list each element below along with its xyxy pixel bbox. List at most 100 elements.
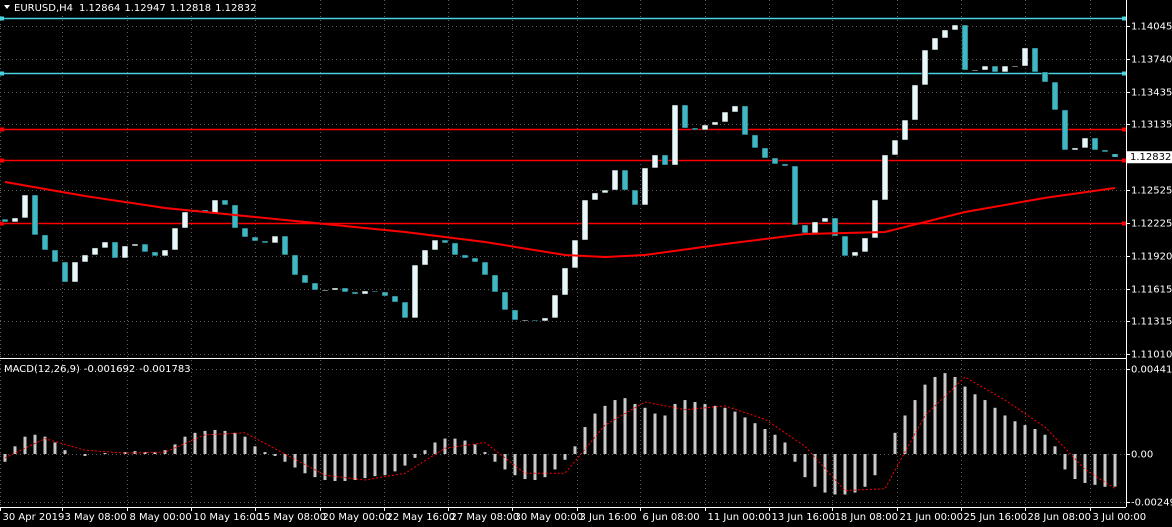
- macd-bar: [543, 454, 547, 478]
- candle: [571, 239, 579, 269]
- y-tick-label: 0.00: [1131, 450, 1153, 461]
- candle: [771, 157, 779, 165]
- candle: [901, 119, 909, 141]
- candle: [111, 241, 119, 259]
- candle: [141, 243, 149, 253]
- y-tick-label: 1.11920: [1131, 252, 1172, 263]
- macd-bar: [83, 454, 87, 456]
- macd-bar: [693, 402, 697, 455]
- y-tick-label: 1.11010: [1131, 350, 1172, 361]
- macd-bar: [993, 407, 997, 455]
- macd-bar: [703, 403, 707, 455]
- candle: [341, 287, 349, 293]
- candle: [511, 309, 519, 321]
- indicator-name: MACD(12,26,9): [4, 364, 80, 375]
- candle: [711, 121, 719, 126]
- candle: [791, 165, 799, 226]
- x-tick-label: 13 Jun 16:00: [772, 512, 836, 523]
- candle: [721, 111, 729, 123]
- candle: [301, 274, 309, 284]
- macd-bar: [573, 446, 577, 455]
- macd-bar: [783, 442, 787, 455]
- level-handle: [0, 127, 4, 132]
- macd-bar: [753, 423, 757, 455]
- level-handle: [1122, 16, 1126, 21]
- level-handle: [0, 71, 4, 76]
- macd-bar: [333, 454, 337, 481]
- macd-bar: [723, 407, 727, 455]
- signal-line: [4, 376, 1116, 492]
- x-tick-label: 3 Jun 16:00: [580, 512, 637, 523]
- x-tick-label: 3 Jul 00:00: [1093, 512, 1147, 523]
- candle: [261, 240, 269, 244]
- symbol: EURUSD,H4: [14, 3, 73, 14]
- macd-bar: [313, 454, 317, 478]
- macd-bar: [943, 373, 947, 455]
- candle: [871, 199, 879, 239]
- candle: [1011, 65, 1019, 68]
- candle: [681, 104, 689, 129]
- macd-bar: [963, 386, 967, 455]
- x-tick-label: 15 May 08:00: [258, 512, 327, 523]
- x-tick-label: 21 Jun 00:00: [900, 512, 964, 523]
- candle: [831, 217, 839, 237]
- candle: [741, 105, 749, 136]
- candle: [181, 211, 189, 229]
- candle: [881, 154, 889, 201]
- x-tick-label: 20 May 00:00: [323, 512, 392, 523]
- candle: [411, 264, 419, 319]
- macd-bar: [393, 454, 397, 472]
- macd-bar: [213, 429, 217, 455]
- macd-bar: [643, 407, 647, 455]
- macd-bar: [1103, 454, 1107, 487]
- candle: [351, 291, 359, 295]
- x-tick-label: 18 Jun 08:00: [835, 512, 899, 523]
- macd-bar: [1023, 425, 1027, 455]
- candle: [641, 167, 649, 206]
- macd-bar: [283, 454, 287, 462]
- x-tick-label: 30 Apr 2019: [3, 512, 65, 523]
- macd-bar: [483, 452, 487, 455]
- candle: [381, 291, 389, 297]
- candle: [221, 199, 229, 206]
- y-tick-label: 1.13740: [1131, 55, 1172, 66]
- candle: [781, 163, 789, 167]
- y-tick-label: 1.14045: [1131, 22, 1172, 33]
- candle: [671, 104, 679, 166]
- macd-bar: [773, 434, 777, 455]
- macd-bar: [263, 452, 267, 455]
- candle: [541, 317, 549, 322]
- candle: [21, 194, 29, 219]
- signal-last: -0.001783: [139, 364, 190, 375]
- macd-bar: [983, 400, 987, 455]
- macd-bar: [413, 454, 417, 458]
- macd-bar: [953, 376, 957, 455]
- candle: [851, 251, 859, 257]
- macd-bar: [43, 436, 47, 455]
- y-tick-label: -0.00249: [1131, 498, 1172, 509]
- level-handle: [0, 221, 4, 226]
- macd-bar: [1093, 454, 1097, 485]
- macd-bar: [823, 454, 827, 493]
- macd-bar: [913, 400, 917, 455]
- macd-bar: [463, 440, 467, 455]
- macd-bar: [563, 454, 567, 460]
- candle: [1001, 65, 1009, 73]
- x-tick-label: 30 May 00:00: [515, 512, 584, 523]
- level-handle: [1122, 221, 1126, 226]
- macd-bar: [803, 454, 807, 478]
- macd-bar: [403, 454, 407, 466]
- candle: [231, 204, 239, 229]
- macd-bar: [713, 405, 717, 455]
- candle: [391, 295, 399, 303]
- candle: [1091, 137, 1099, 151]
- macd-bar: [523, 454, 527, 480]
- candle: [51, 249, 59, 263]
- macd-bar: [933, 376, 937, 455]
- macd-last: -0.001692: [84, 364, 135, 375]
- candle: [1071, 147, 1079, 151]
- macd-bar: [143, 452, 147, 455]
- macd-bar: [373, 454, 377, 477]
